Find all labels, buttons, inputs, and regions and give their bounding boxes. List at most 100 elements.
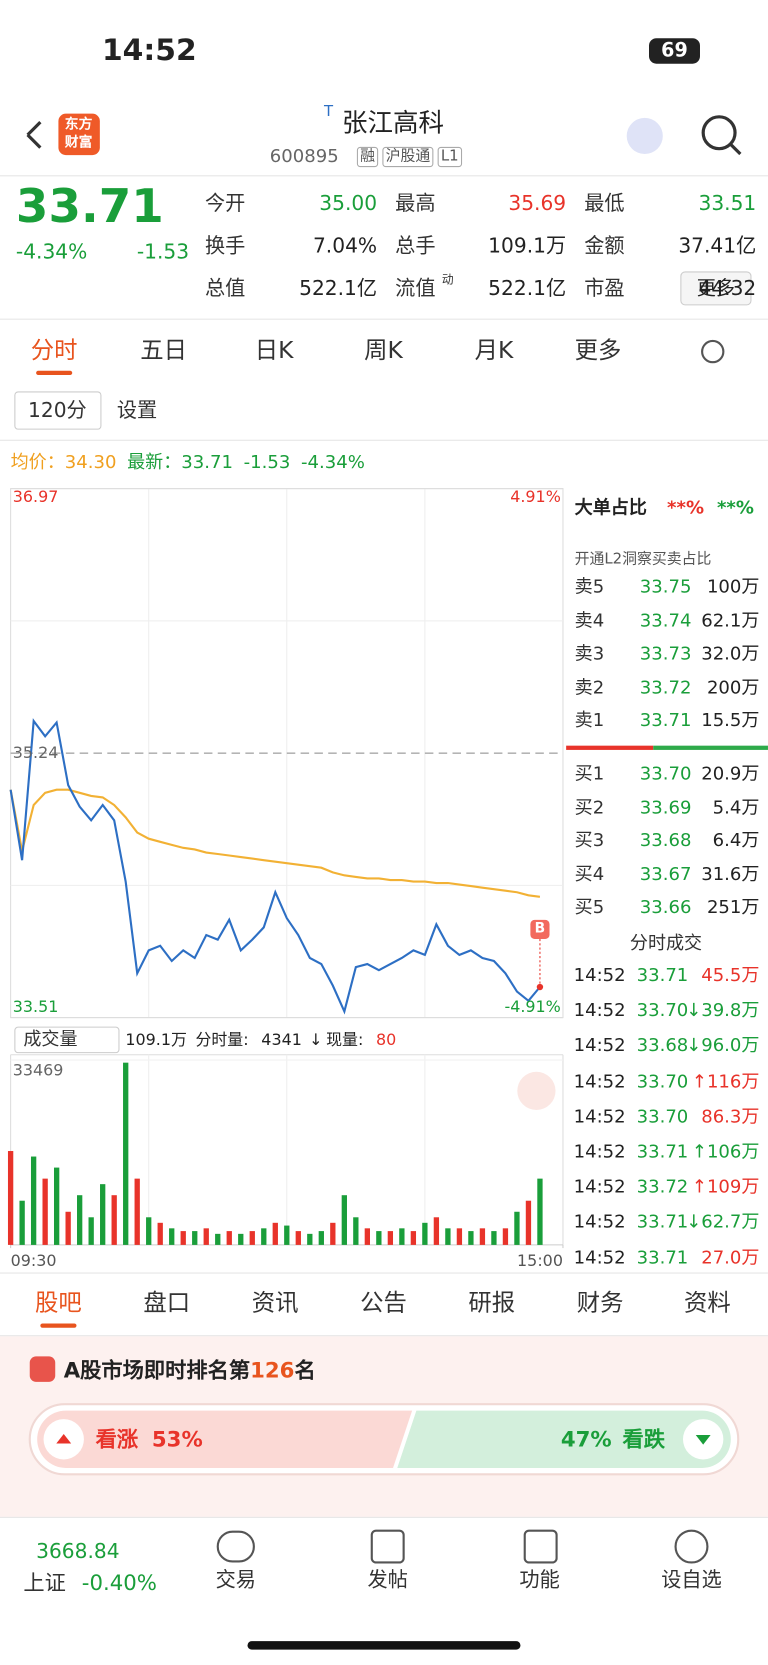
bottom-tab[interactable]: 资讯 [251,1290,299,1318]
bottom-tab[interactable]: 财务 [576,1290,624,1318]
trade-volume: 86.3万 [701,1106,760,1128]
settings-icon [701,339,725,364]
volume-bar [330,1222,336,1245]
ranking-text[interactable]: A股市场即时排名第 [63,1357,251,1383]
ranking-text[interactable]: 126 [250,1357,295,1383]
annotation-dot [536,983,544,991]
summary-text: 最新： [127,452,182,474]
index-name: 上证 [23,1569,66,1596]
volume-bar [433,1217,440,1245]
book-price: 33.74 [639,609,692,632]
trade-arrow: ↓ [686,1035,702,1057]
volume-bar [192,1231,198,1245]
field-label: 流值 [395,276,436,301]
nav-item[interactable]: 发帖 [367,1568,408,1592]
trade-time: 14:52 [573,1035,626,1057]
trade-price: 33.70 [636,1106,689,1128]
y2-tick-label: -4.91% [504,997,561,1017]
bear-label[interactable]: 看跌 [622,1426,665,1453]
trade-price: 33.70 [636,1000,689,1022]
volume-bar [261,1228,267,1245]
summary-text: -4.34% [300,452,365,474]
ranking-text[interactable]: 名 [294,1357,316,1383]
volume-bar [537,1178,543,1245]
volume-select-label[interactable]: 成交量 [23,1028,78,1051]
order-book-title: 大单占比 [574,497,647,520]
volume-bar [399,1228,405,1245]
tab[interactable]: 日K [254,337,294,365]
rank-icon [29,1356,56,1382]
book-volume: 200万 [706,676,760,699]
minute-volume-arrow: ↓ [309,1030,323,1050]
field-label: 金额 [584,234,625,258]
y2-tick-label: 4.91% [510,487,561,507]
bottom-tab[interactable]: 盘口 [143,1290,191,1318]
volume-bar [65,1211,71,1245]
volume-bar [364,1228,370,1245]
trade-volume: 62.7万 [701,1212,760,1234]
trade-volume: 106万 [706,1141,760,1163]
current-volume-label: 现量: [326,1030,364,1050]
func-icon [523,1529,558,1564]
book-label: 买4 [574,863,605,885]
back-icon [26,121,42,149]
y-tick-label: 35.24 [12,743,59,763]
tab[interactable]: 更多 [574,337,622,365]
book-label: 买1 [574,763,605,785]
bottom-tab[interactable]: 资料 [684,1290,731,1318]
pe-sup: 动 [441,272,454,287]
volume-bar [525,1200,532,1245]
tab[interactable]: 五日 [140,337,187,365]
fav-icon [674,1529,709,1564]
more-button[interactable]: 更多 [696,277,736,300]
tab[interactable]: 分时 [30,337,78,365]
trade-time: 14:52 [573,1141,626,1163]
y-tick-label: 33.51 [12,997,59,1017]
nav-item[interactable]: 设自选 [661,1568,722,1592]
book-volume: 100万 [706,576,760,598]
volume-bar [42,1178,48,1245]
sub-tab[interactable]: 设置 [116,398,158,423]
price-line [9,718,541,1015]
stock-tag: 沪股通 [382,146,434,168]
bottom-tab[interactable]: 股吧 [35,1290,82,1318]
volume-bar [215,1233,221,1245]
summary-text: 33.71 [181,452,233,474]
volume-bar [134,1178,140,1245]
book-volume: 31.6万 [701,863,760,885]
book-volume: 6.4万 [712,830,760,852]
annotation-label: B [534,920,546,937]
field-value: 522.1亿 [299,276,378,301]
bottom-tab[interactable]: 研报 [468,1290,516,1318]
field-label: 最高 [395,191,436,216]
trade-time: 14:52 [573,1247,626,1269]
nav-item[interactable]: 功能 [519,1568,560,1592]
sub-tab[interactable]: 120分 [28,398,87,423]
volume-bar [479,1228,486,1245]
tab[interactable]: 周K [364,337,403,365]
summary-text: 34.30 [64,452,117,474]
book-price: 33.66 [639,897,692,919]
field-label: 总值 [205,276,246,301]
tab[interactable]: 月K [474,337,514,365]
x-tick-label: 09:30 [10,1251,57,1271]
bottom-tab[interactable]: 公告 [360,1290,407,1318]
volume-bar [249,1231,255,1245]
bull-pct: 53% [151,1426,203,1453]
divider [0,318,768,320]
volume-bar [30,1156,37,1245]
book-label: 卖5 [574,576,605,598]
bid-ratio-bar [653,745,768,750]
bull-label[interactable]: 看涨 [95,1426,139,1453]
divider [0,1516,768,1518]
ask-ratio-bar [566,745,654,750]
index-change: -0.40% [81,1569,157,1596]
nav-item[interactable]: 交易 [215,1568,256,1592]
minute-volume: 4341 [261,1030,302,1050]
stock-code: 600895 [269,146,339,168]
logo-text: 财富 [64,134,93,151]
field-value: 522.1亿 [488,276,567,301]
l2-promo[interactable]: 开通L2洞察买卖占比 [574,550,712,568]
book-volume: 15.5万 [701,710,760,732]
